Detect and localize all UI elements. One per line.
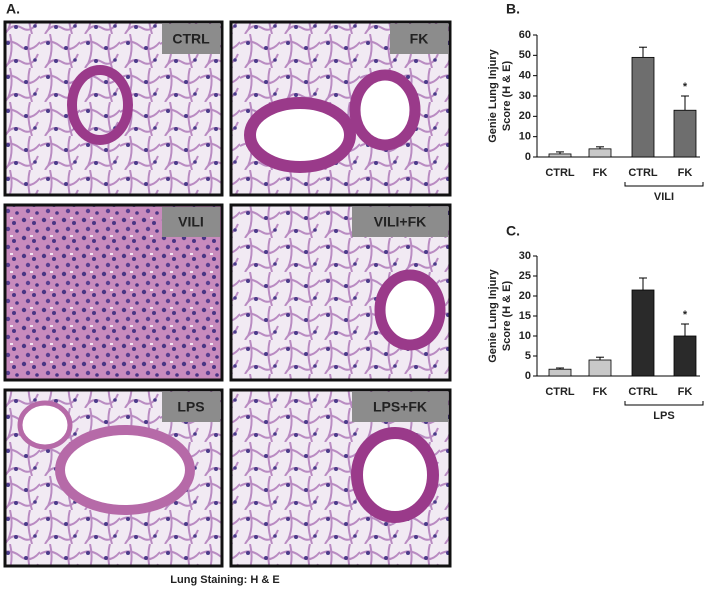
micrograph (229, 203, 452, 382)
image-label: LPS+FK (373, 399, 427, 415)
y-tick-label: 15 (519, 310, 531, 322)
y-tick-label: 0 (525, 370, 531, 382)
y-tick-label: 40 (519, 70, 531, 82)
y-axis-label: Genie Lung Injury (487, 48, 499, 142)
micrograph (229, 20, 452, 197)
x-tick-label: CTRL (628, 167, 658, 179)
annotation: * (683, 81, 688, 93)
x-tick-label: FK (678, 167, 693, 179)
bar (631, 56, 655, 158)
bar (673, 335, 697, 377)
bar (673, 109, 697, 158)
y-axis-label: Score (H & E) (501, 61, 513, 132)
panel-label: B. (506, 1, 520, 17)
group-label: LPS (653, 410, 674, 422)
bar (631, 289, 655, 377)
panel-label: C. (506, 223, 520, 239)
x-tick-label: FK (593, 386, 608, 398)
bar (548, 153, 572, 158)
y-tick-label: 30 (519, 250, 531, 262)
group-label: VILI (654, 191, 674, 203)
image-label-box (390, 24, 448, 54)
micrograph (3, 388, 224, 568)
group-bracket (624, 401, 704, 406)
y-tick-label: 0 (525, 151, 531, 163)
y-tick-label: 20 (519, 110, 531, 122)
image-label-box (352, 392, 448, 422)
bar (588, 359, 612, 377)
image-label-box (162, 392, 220, 422)
x-tick-label: CTRL (545, 386, 575, 398)
y-tick-label: 60 (519, 29, 531, 41)
image-grid (3, 20, 452, 568)
y-tick-label: 50 (519, 49, 531, 61)
panel-label: A. (6, 1, 20, 17)
x-tick-label: CTRL (628, 386, 658, 398)
y-tick-label: 10 (519, 330, 531, 342)
y-tick-label: 5 (525, 350, 531, 362)
x-tick-label: FK (593, 167, 608, 179)
image-label-box (352, 207, 448, 237)
group-bracket (624, 182, 704, 187)
y-tick-label: 10 (519, 131, 531, 143)
image-label-box (162, 24, 220, 54)
image-label-box (162, 207, 220, 237)
image-label: VILI (178, 214, 204, 230)
y-axis-label: Score (H & E) (501, 281, 513, 352)
caption: Lung Staining: H & E (170, 574, 279, 586)
y-axis-label: Genie Lung Injury (487, 268, 499, 362)
image-label: CTRL (172, 31, 210, 47)
y-tick-label: 30 (519, 90, 531, 102)
annotation: * (683, 309, 688, 321)
image-label: FK (410, 31, 429, 47)
image-label: VILI+FK (374, 214, 427, 230)
y-tick-label: 20 (519, 290, 531, 302)
image-label: LPS (177, 399, 204, 415)
bar (548, 368, 572, 377)
x-tick-label: CTRL (545, 167, 575, 179)
bar (588, 148, 612, 158)
x-tick-label: FK (678, 386, 693, 398)
y-tick-label: 25 (519, 270, 531, 282)
